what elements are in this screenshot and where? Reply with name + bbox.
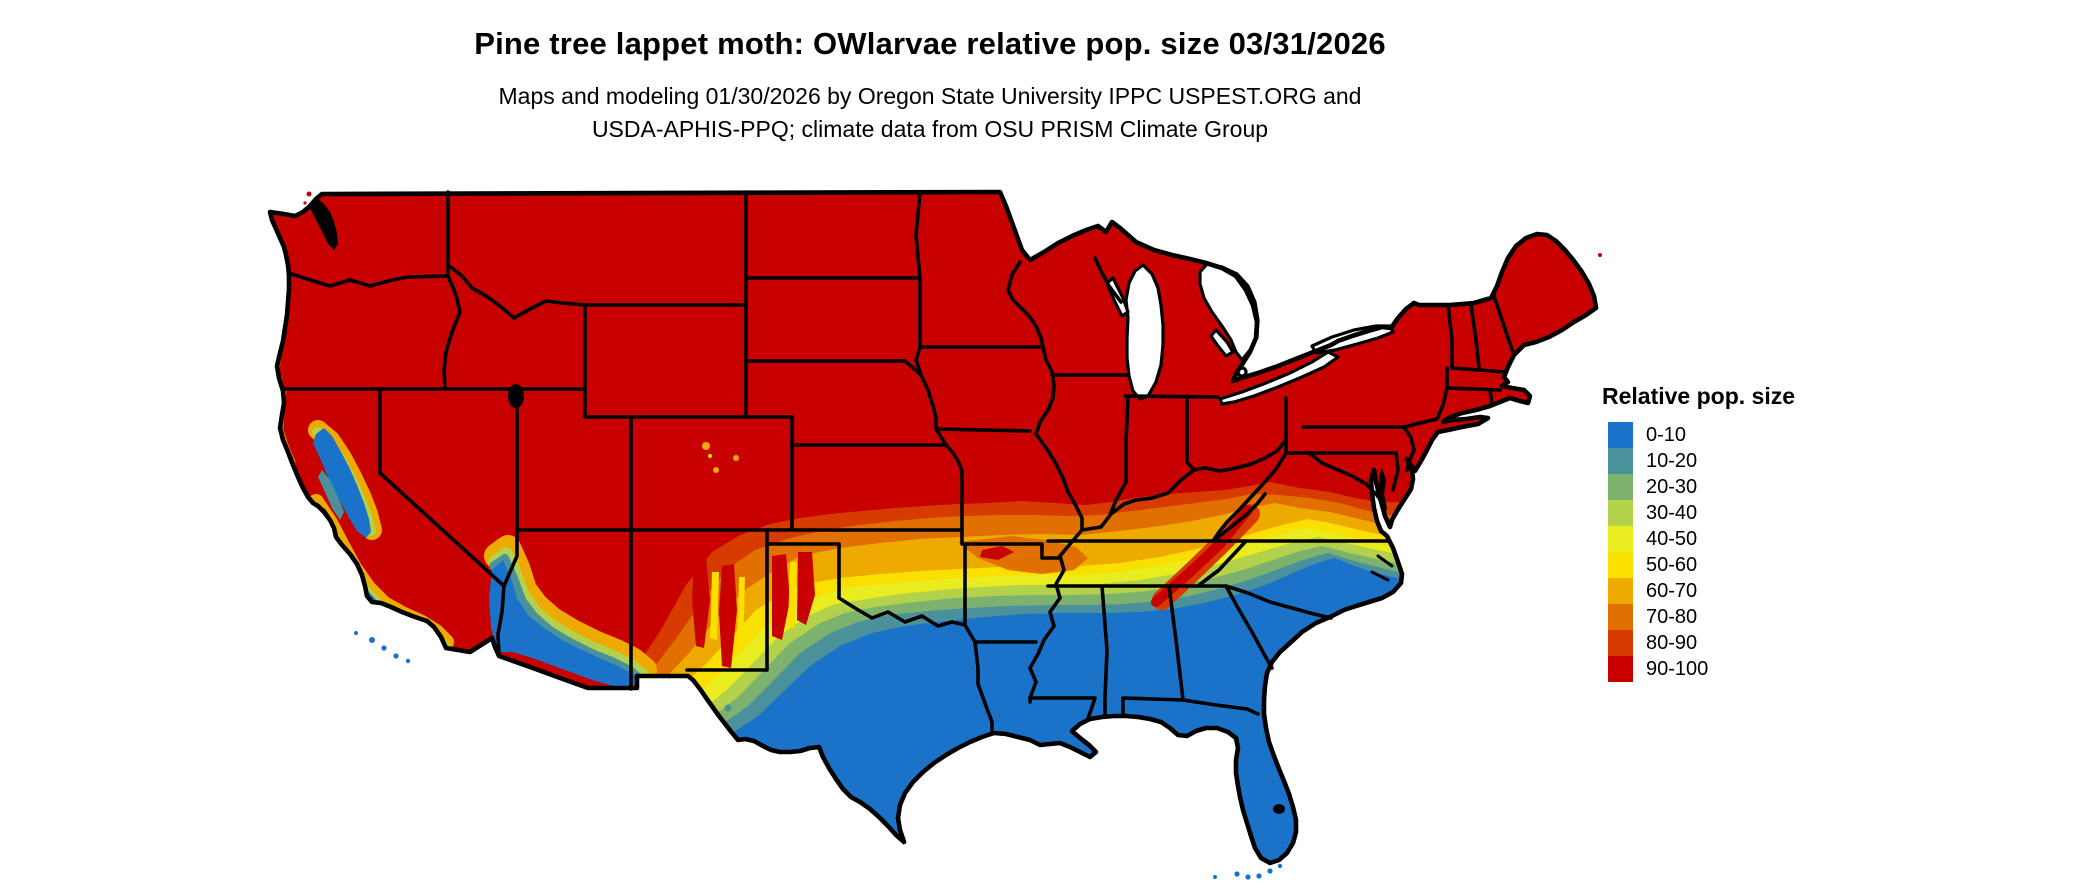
- legend-label: 0-10: [1646, 423, 1687, 446]
- channel-island: [381, 645, 387, 651]
- puget-sound: [309, 199, 338, 250]
- channel-island: [354, 631, 358, 635]
- legend-item: 40-50: [1608, 526, 1795, 552]
- florida-key: [1234, 871, 1240, 877]
- ozark-red-speck: [980, 546, 1014, 560]
- san-juan-island-speck: [303, 201, 307, 205]
- title-block: Pine tree lappet moth: OWlarvae relative…: [0, 0, 1860, 146]
- map-subtitle-line2: USDA-APHIS-PPQ; climate data from OSU PR…: [591, 116, 1269, 142]
- san-juan-island-speck: [306, 191, 312, 197]
- maine-coast-speck: [1598, 253, 1602, 257]
- legend-item: 30-40: [1608, 500, 1795, 526]
- legend-item: 50-60: [1608, 552, 1795, 578]
- state-borders: [281, 190, 1515, 736]
- florida-key: [1256, 873, 1262, 879]
- legend-label: 70-80: [1646, 605, 1698, 628]
- legend-swatch: [1608, 448, 1633, 474]
- rockies-speck: [708, 454, 712, 458]
- lake-okeechobee: [1273, 804, 1285, 814]
- us-outline: [267, 189, 1599, 866]
- nm-yellow-finger: [737, 577, 745, 652]
- map-title: Pine tree lappet moth: OWlarvae relative…: [474, 26, 1386, 61]
- florida-key: [1245, 874, 1251, 880]
- legend-label: 40-50: [1646, 527, 1698, 550]
- legend-item: 70-80: [1608, 604, 1795, 630]
- legend-swatch: [1608, 604, 1633, 630]
- offshore-islands: [303, 191, 1602, 880]
- lake-erie: [1218, 350, 1340, 406]
- legend-swatch: [1608, 422, 1633, 448]
- legend-label: 60-70: [1646, 579, 1698, 602]
- tx-red-finger: [797, 552, 815, 625]
- florida-key: [1267, 868, 1273, 874]
- nm-red-finger: [719, 564, 737, 668]
- legend-label: 80-90: [1646, 631, 1698, 654]
- legend-item: 90-100: [1608, 656, 1795, 682]
- rockies-speck: [702, 442, 710, 450]
- legend-label: 20-30: [1646, 475, 1698, 498]
- florida-key: [1213, 875, 1217, 879]
- legend-swatch: [1608, 474, 1633, 500]
- legend-swatch: [1608, 578, 1633, 604]
- map-subtitle: Maps and modeling 01/30/2026 by Oregon S…: [0, 80, 1860, 146]
- legend-label: 90-100: [1646, 657, 1709, 680]
- tx-red-finger: [772, 554, 790, 640]
- channel-island: [369, 637, 375, 643]
- legend-swatch: [1608, 630, 1633, 656]
- channel-island: [405, 658, 411, 664]
- channel-island: [393, 653, 399, 659]
- legend-label: 50-60: [1646, 553, 1698, 576]
- nm-yellow-finger: [710, 572, 719, 640]
- map-subtitle-line1: Maps and modeling 01/30/2026 by Oregon S…: [498, 83, 1362, 109]
- rockies-speck: [713, 467, 719, 473]
- az-low-desert-blue: [489, 560, 640, 687]
- legend-title: Relative pop. size: [1602, 383, 1796, 409]
- legend-swatch: [1608, 526, 1633, 552]
- legend-items: 0-10 10-20 20-30 30-40 40-50 50-60 60-70 70-80 8…: [1608, 422, 1795, 682]
- legend-item: 20-30: [1608, 474, 1795, 500]
- davis-mtns-speck: [733, 709, 739, 715]
- pamlico-sound-squiggle: [1370, 554, 1394, 582]
- legend-swatch: [1608, 656, 1633, 682]
- tx-yellow-finger: [788, 562, 797, 628]
- legend-swatch: [1608, 552, 1633, 578]
- saginaw-bay: [1209, 328, 1235, 358]
- ca-coastrange-teal: [318, 470, 344, 520]
- legend-label: 30-40: [1646, 501, 1698, 524]
- rockies-speck: [733, 455, 739, 461]
- legend-item: 0-10: [1608, 422, 1795, 448]
- davis-mtns-speck: [724, 704, 732, 712]
- appalachian-red-streak: [1151, 505, 1253, 607]
- florida-key: [1277, 863, 1283, 869]
- ca-central-valley-blue: [313, 428, 371, 538]
- legend-label: 10-20: [1646, 449, 1698, 472]
- lake-michigan: [1124, 263, 1165, 401]
- legend-item: 10-20: [1608, 448, 1795, 474]
- legend-item: 60-70: [1608, 578, 1795, 604]
- legend-swatch: [1608, 500, 1633, 526]
- legend-item: 80-90: [1608, 630, 1795, 656]
- legend: Relative pop. size 0-10 10-20 20-30 30-40 40…: [1602, 383, 1795, 682]
- nm-red-finger: [692, 558, 710, 648]
